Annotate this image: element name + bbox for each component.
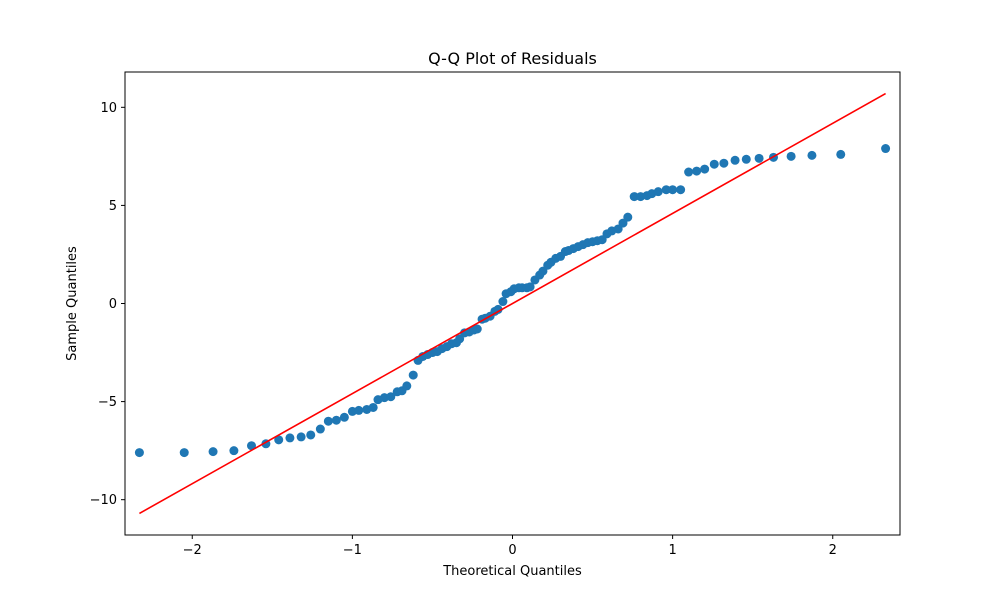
reference-line — [139, 92, 886, 515]
x-tick-label: 2 — [829, 543, 837, 558]
data-point — [285, 433, 295, 443]
data-point — [331, 415, 341, 425]
data-point — [402, 381, 412, 391]
data-point — [498, 297, 508, 307]
data-point — [386, 392, 396, 402]
data-point — [653, 187, 663, 197]
data-point — [807, 150, 817, 160]
x-axis-label: Theoretical Quantiles — [442, 564, 582, 579]
data-point — [408, 370, 418, 380]
x-tick-label: −1 — [343, 543, 362, 558]
data-point — [629, 192, 639, 202]
data-point — [296, 432, 306, 442]
y-tick-label: −5 — [98, 395, 117, 410]
plot-area — [134, 92, 891, 515]
data-point — [179, 448, 189, 458]
y-tick-label: 5 — [109, 199, 117, 214]
data-point — [786, 151, 796, 161]
data-point — [274, 435, 284, 445]
y-tick-label: −10 — [90, 493, 117, 508]
data-point — [741, 154, 751, 164]
x-tick-label: −2 — [183, 543, 202, 558]
data-point — [525, 282, 535, 292]
chart-title: Q-Q Plot of Residuals — [428, 49, 597, 68]
data-point — [881, 144, 891, 154]
data-point — [229, 446, 239, 456]
data-point — [676, 185, 686, 195]
data-point — [306, 430, 316, 440]
y-tick-label: 10 — [100, 101, 117, 116]
data-point — [246, 441, 256, 451]
data-point — [472, 324, 482, 334]
x-tick-label: 1 — [668, 543, 676, 558]
data-point — [668, 185, 678, 195]
data-point — [339, 412, 349, 422]
data-point — [493, 304, 503, 314]
data-point — [700, 164, 710, 174]
data-point — [315, 424, 325, 434]
data-point — [692, 166, 702, 176]
y-axis-label: Sample Quantiles — [65, 246, 80, 361]
data-point — [354, 405, 364, 415]
data-point — [134, 448, 144, 458]
data-point — [661, 185, 671, 195]
data-point — [709, 159, 719, 169]
y-tick-label: 0 — [109, 297, 117, 312]
x-tick-label: 0 — [508, 543, 516, 558]
data-point — [836, 149, 846, 159]
data-point — [623, 212, 633, 222]
data-point — [754, 153, 764, 163]
data-point — [730, 155, 740, 165]
data-point — [368, 402, 378, 412]
data-point — [684, 167, 694, 177]
data-point — [208, 447, 218, 457]
data-point — [323, 416, 333, 426]
data-point — [719, 158, 729, 168]
